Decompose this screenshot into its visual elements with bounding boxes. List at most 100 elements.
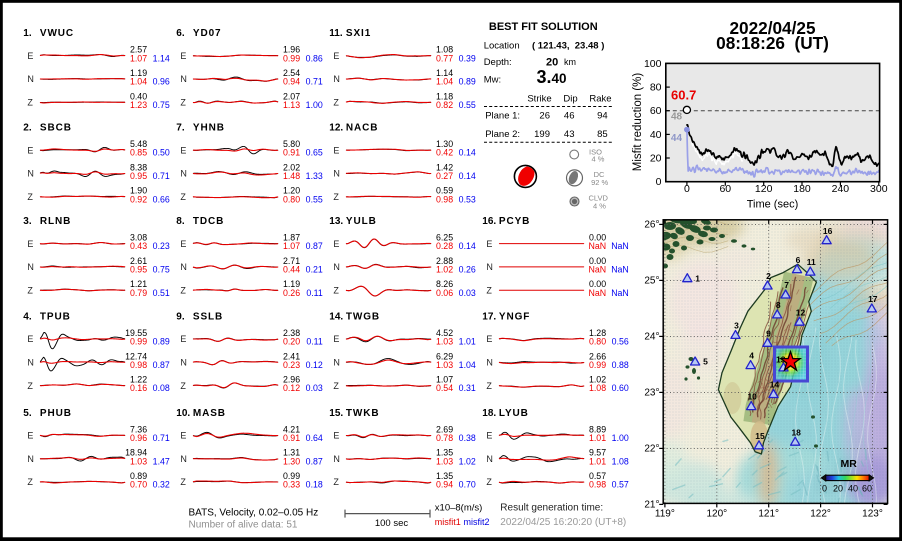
svg-text:0.14: 0.14 xyxy=(459,171,476,181)
svg-text:1.19: 1.19 xyxy=(283,279,300,289)
svg-text:Z: Z xyxy=(27,381,33,391)
svg-text:1.19: 1.19 xyxy=(130,68,147,78)
svg-text:6.: 6. xyxy=(176,28,185,39)
svg-text:2.71: 2.71 xyxy=(283,256,300,266)
svg-text:N: N xyxy=(180,262,187,272)
svg-text:94: 94 xyxy=(597,111,608,122)
svg-text:0.11: 0.11 xyxy=(306,288,323,298)
svg-text:0.55: 0.55 xyxy=(459,100,476,110)
svg-text:0.86: 0.86 xyxy=(306,53,323,63)
svg-text:0.98: 0.98 xyxy=(130,360,147,370)
svg-text:Location: Location xyxy=(484,41,520,52)
svg-text:N: N xyxy=(27,169,34,179)
svg-text:40: 40 xyxy=(848,484,858,494)
svg-text:N: N xyxy=(27,358,34,368)
svg-text:1.14: 1.14 xyxy=(153,53,170,63)
svg-text:14.: 14. xyxy=(329,311,343,322)
svg-text:0.80: 0.80 xyxy=(589,337,606,347)
svg-text:Z: Z xyxy=(27,98,33,108)
svg-text:N: N xyxy=(27,454,34,464)
svg-text:Plane 1:: Plane 1: xyxy=(485,111,520,122)
svg-text:0.80: 0.80 xyxy=(283,194,300,204)
svg-text:2.02: 2.02 xyxy=(283,162,300,172)
svg-text:0.28: 0.28 xyxy=(436,241,453,251)
svg-text:N: N xyxy=(333,262,340,272)
svg-text:122°: 122° xyxy=(810,509,831,520)
svg-text:0.12: 0.12 xyxy=(306,360,323,370)
svg-text:0.23: 0.23 xyxy=(283,360,300,370)
svg-text:9.57: 9.57 xyxy=(589,448,606,458)
svg-text:0.95: 0.95 xyxy=(130,265,147,275)
svg-text:Rake: Rake xyxy=(589,94,611,105)
svg-text:Z: Z xyxy=(180,285,186,295)
svg-text:1.23: 1.23 xyxy=(130,100,147,110)
svg-text:15: 15 xyxy=(755,431,765,441)
svg-text:0: 0 xyxy=(684,183,690,195)
svg-text:80: 80 xyxy=(650,82,662,94)
svg-text:Number of alive data: 51: Number of alive data: 51 xyxy=(189,520,298,531)
svg-text:44: 44 xyxy=(671,133,683,144)
svg-text:0.87: 0.87 xyxy=(306,241,323,251)
svg-text:Time (sec): Time (sec) xyxy=(747,199,799,211)
svg-text:20: 20 xyxy=(833,484,843,494)
svg-text:2.66: 2.66 xyxy=(589,351,606,361)
svg-text:12.: 12. xyxy=(329,123,343,134)
svg-text:YULB: YULB xyxy=(346,216,377,227)
svg-text:1.96: 1.96 xyxy=(283,45,300,55)
svg-text:5.48: 5.48 xyxy=(130,139,147,149)
svg-text:26°: 26° xyxy=(644,220,659,231)
svg-text:300: 300 xyxy=(870,183,888,195)
svg-text:17.: 17. xyxy=(482,311,496,322)
svg-text:E: E xyxy=(180,334,186,344)
svg-text:1.02: 1.02 xyxy=(459,456,476,466)
svg-text:Z: Z xyxy=(333,381,339,391)
svg-text:Depth:: Depth: xyxy=(484,57,512,68)
svg-text:1.01: 1.01 xyxy=(589,433,606,443)
svg-text:0.11: 0.11 xyxy=(306,337,323,347)
svg-text:0: 0 xyxy=(656,176,662,188)
svg-text:1.35: 1.35 xyxy=(436,471,453,481)
svg-text:1.01: 1.01 xyxy=(459,337,476,347)
svg-text:N: N xyxy=(486,262,493,272)
svg-text:TWKB: TWKB xyxy=(346,408,380,419)
svg-text:23°: 23° xyxy=(644,388,659,399)
svg-text:0.94: 0.94 xyxy=(436,480,453,490)
svg-text:E: E xyxy=(333,239,339,249)
svg-text:Z: Z xyxy=(180,98,186,108)
svg-text:NaN: NaN xyxy=(611,288,629,298)
svg-text:NaN: NaN xyxy=(588,265,606,275)
svg-text:14: 14 xyxy=(770,380,780,390)
svg-text:48: 48 xyxy=(671,112,683,123)
svg-text:0.53: 0.53 xyxy=(459,194,476,204)
svg-text:0.32: 0.32 xyxy=(153,480,170,490)
svg-text:1.07: 1.07 xyxy=(283,241,300,251)
svg-text:0.20: 0.20 xyxy=(283,337,300,347)
svg-text:x10–8(m/s): x10–8(m/s) xyxy=(435,503,483,514)
svg-text:1.90: 1.90 xyxy=(130,186,147,196)
svg-text:8.26: 8.26 xyxy=(436,279,453,289)
svg-text:YNGF: YNGF xyxy=(499,311,530,322)
svg-text:1: 1 xyxy=(695,273,700,283)
svg-text:0.14: 0.14 xyxy=(459,241,476,251)
svg-text:0.26: 0.26 xyxy=(283,288,300,298)
svg-text:N: N xyxy=(333,169,340,179)
svg-text:0.23: 0.23 xyxy=(153,241,170,251)
svg-text:2.38: 2.38 xyxy=(283,328,300,338)
svg-text:119°: 119° xyxy=(655,509,675,520)
svg-text:1.02: 1.02 xyxy=(436,265,453,275)
svg-text:SSLB: SSLB xyxy=(193,311,223,322)
svg-text:8: 8 xyxy=(776,300,781,310)
svg-text:12: 12 xyxy=(796,307,806,317)
svg-text:0.87: 0.87 xyxy=(306,456,323,466)
svg-text:0.88: 0.88 xyxy=(612,360,629,370)
svg-text:0.77: 0.77 xyxy=(436,53,453,63)
svg-text:Misfit reduction (%): Misfit reduction (%) xyxy=(632,73,644,172)
svg-text:0.87: 0.87 xyxy=(153,360,170,370)
svg-text:PHUB: PHUB xyxy=(40,408,72,419)
svg-text:17: 17 xyxy=(868,294,878,304)
svg-text:0.99: 0.99 xyxy=(130,337,147,347)
svg-text:0.99: 0.99 xyxy=(283,53,300,63)
svg-text:10.: 10. xyxy=(176,408,190,419)
svg-text:0.00: 0.00 xyxy=(589,256,606,266)
svg-text:1.04: 1.04 xyxy=(130,77,147,87)
